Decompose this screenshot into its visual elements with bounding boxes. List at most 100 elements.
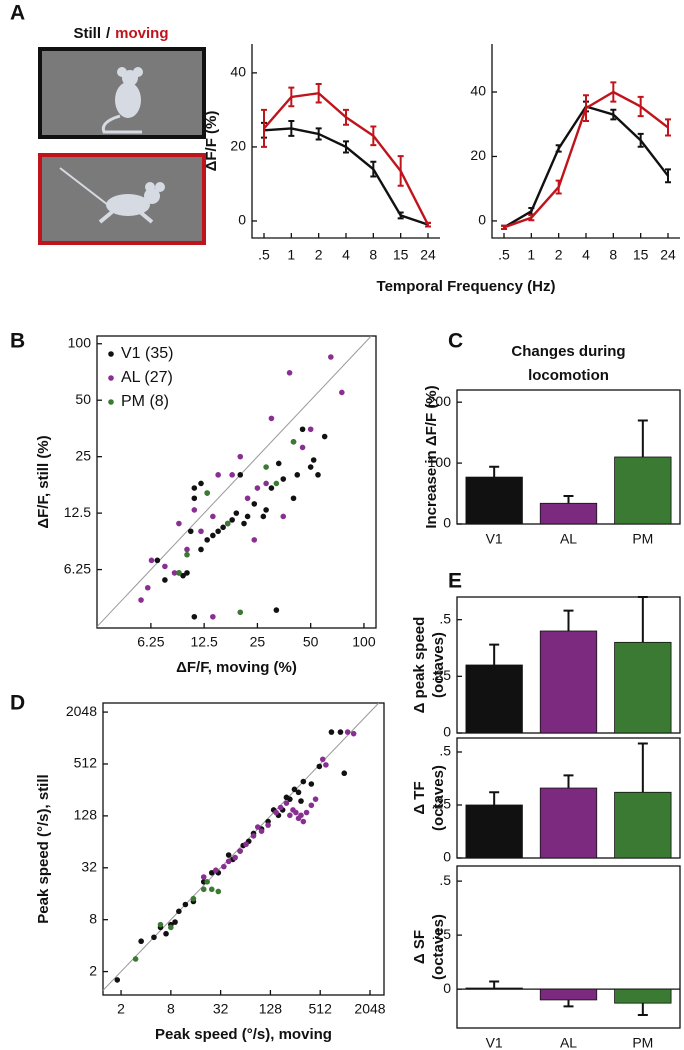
error-bar <box>288 120 295 137</box>
x-tick-label: 2 <box>117 1001 125 1017</box>
x-tick-label: 4 <box>582 247 590 263</box>
error-bar <box>563 494 574 504</box>
error-bar <box>555 144 562 153</box>
error-bar <box>637 95 644 118</box>
y-axis-label: (octaves) <box>430 632 447 698</box>
point <box>268 485 275 491</box>
bar <box>614 641 672 734</box>
point <box>263 480 269 487</box>
point <box>263 464 269 470</box>
point <box>277 804 284 811</box>
point <box>294 472 301 478</box>
legend-marker <box>108 351 114 357</box>
error-bar <box>425 221 431 228</box>
point <box>198 480 204 487</box>
point <box>303 809 310 816</box>
point <box>254 824 261 830</box>
point <box>200 886 207 893</box>
point <box>299 426 306 433</box>
point <box>263 507 269 513</box>
point <box>198 528 204 535</box>
point <box>163 930 169 937</box>
point <box>241 520 247 527</box>
point <box>229 472 235 478</box>
point <box>162 577 168 583</box>
identity-line <box>96 335 372 628</box>
point <box>208 886 215 893</box>
x-tick-label: 2 <box>555 247 563 263</box>
point <box>295 789 302 796</box>
point <box>232 854 238 861</box>
y-axis-label: ΔF/F (%) <box>203 111 220 172</box>
legend-label: V1 (35) <box>121 345 173 362</box>
point <box>225 852 232 858</box>
y-tick-label: 8 <box>89 910 97 926</box>
error-bar <box>528 214 535 222</box>
bar <box>539 988 598 1001</box>
still-label: Still <box>73 25 101 42</box>
y-tick-label: 50 <box>75 391 91 407</box>
point <box>291 786 298 793</box>
error-bar <box>489 643 500 665</box>
x-tick-label: 2048 <box>354 1001 385 1017</box>
x-tick-label: 6.25 <box>137 634 164 650</box>
point <box>337 729 344 735</box>
legend-label: AL (27) <box>121 369 173 386</box>
x-tick-label: V1 <box>486 1035 503 1050</box>
point <box>215 472 221 478</box>
error-bar <box>637 419 648 457</box>
point <box>210 513 216 520</box>
point <box>151 934 157 941</box>
x-tick-label: 15 <box>633 247 649 263</box>
point <box>283 800 290 806</box>
y-tick-label: 100 <box>428 454 452 470</box>
point <box>293 809 299 816</box>
point <box>328 354 334 360</box>
y-tick-label: 200 <box>428 393 452 409</box>
point <box>208 869 215 876</box>
x-tick-label: .5 <box>258 247 270 263</box>
panel-letter: C <box>448 330 463 353</box>
point <box>176 520 182 527</box>
x-tick-label: 8 <box>609 247 617 263</box>
point <box>307 464 314 470</box>
x-tick-label: V1 <box>486 531 503 547</box>
y-tick-label: .25 <box>432 667 452 683</box>
y-tick-label: 25 <box>75 447 91 463</box>
error-bar <box>665 118 671 137</box>
error-bar <box>343 108 349 126</box>
x-tick-label: 50 <box>303 634 319 650</box>
error-bar <box>610 108 617 121</box>
y-tick-label: 32 <box>81 858 97 874</box>
error-bar <box>370 125 377 147</box>
point <box>323 762 329 768</box>
point <box>237 453 244 460</box>
bar <box>614 988 672 1004</box>
y-axis-label: Δ TF <box>411 781 428 814</box>
point <box>251 501 258 507</box>
point <box>308 781 315 787</box>
point <box>250 833 257 839</box>
point <box>280 476 287 482</box>
series-line <box>503 105 669 229</box>
point <box>172 919 178 925</box>
error-bar <box>555 179 562 195</box>
point <box>198 546 204 553</box>
error-bar <box>563 999 574 1008</box>
point <box>237 848 243 854</box>
point <box>287 812 293 819</box>
y-tick-label: 2048 <box>66 703 97 719</box>
x-tick-label: 8 <box>167 1001 175 1017</box>
point <box>258 828 265 835</box>
chart-title: locomotion <box>528 367 609 384</box>
x-tick-label: 100 <box>352 634 376 650</box>
point <box>287 796 293 802</box>
error-bar <box>397 155 404 187</box>
point <box>176 908 182 915</box>
y-tick-label: 6.25 <box>64 560 91 576</box>
point <box>315 472 321 478</box>
x-axis-label: ΔF/F, moving (%) <box>176 659 297 676</box>
y-tick-label: 128 <box>74 807 98 823</box>
x-axis-label: Peak speed (°/s), moving <box>155 1026 332 1043</box>
